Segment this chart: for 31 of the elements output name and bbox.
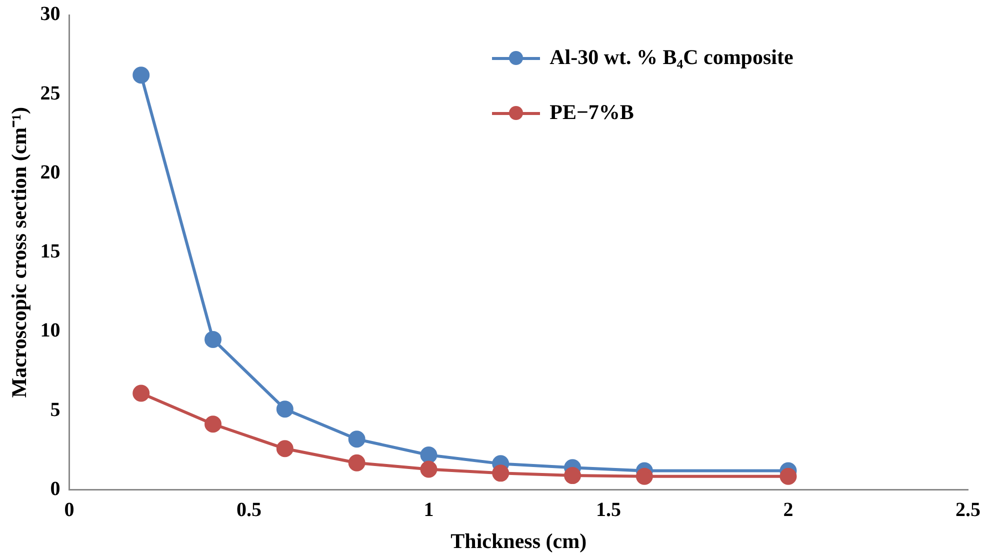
point [276,440,294,458]
y-tick-label: 0 [50,478,60,500]
x-axis-title: Thickness (cm) [450,528,587,553]
point [420,446,438,464]
point [348,454,366,472]
x-tick-label: 1 [424,498,434,521]
x-tick-label: 1.5 [596,498,621,521]
y-tick-label: 15 [40,240,60,263]
legend-label: Al-30 wt. % B₄C composite [550,45,794,70]
point [348,430,366,448]
x-tick-label: 2.5 [956,498,980,521]
point [132,384,150,402]
x-tick-label: 2 [783,498,794,521]
legend-label: PE−7%B [550,100,634,125]
point [636,468,653,485]
y-tick-label: 10 [40,320,60,342]
point [420,460,438,478]
point [204,416,222,433]
point [780,468,797,485]
y-tick-label: 20 [40,161,60,184]
x-tick-label: 0 [64,498,74,521]
point [132,66,150,84]
y-tick-label: 30 [40,3,60,26]
y-tick-label: 25 [40,82,60,104]
point [564,467,582,484]
x-tick-label: 0.5 [236,498,262,521]
y-tick-label: 5 [50,398,60,421]
point [492,464,510,482]
point [276,400,294,418]
point [204,330,222,348]
y-axis-title: Macroscopic cross section (cm⁻¹) [7,107,32,398]
